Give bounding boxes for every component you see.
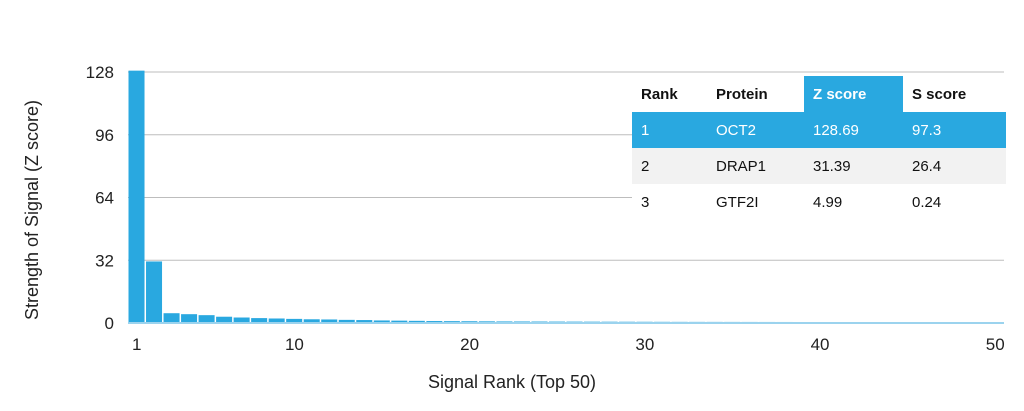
bar bbox=[216, 316, 233, 323]
y-tick-label: 64 bbox=[95, 189, 114, 208]
top-proteins-table: Rank Protein Z score S score 1 OCT2 128.… bbox=[632, 76, 1006, 220]
bar bbox=[251, 318, 268, 323]
bar bbox=[128, 70, 145, 324]
bar bbox=[303, 319, 320, 323]
cell-protein: OCT2 bbox=[707, 112, 804, 148]
y-tick-labels: 0 32 64 96 128 bbox=[86, 63, 114, 333]
bar bbox=[268, 318, 285, 323]
bar bbox=[338, 319, 355, 323]
bar bbox=[286, 318, 303, 323]
x-tick-label: 50 bbox=[986, 335, 1005, 354]
cell-s-score: 0.24 bbox=[912, 193, 942, 211]
x-tick-labels: 1 10 20 30 40 50 bbox=[132, 335, 1005, 354]
bar bbox=[233, 317, 250, 323]
bar bbox=[391, 320, 408, 323]
y-axis-title: Strength of Signal (Z score) bbox=[22, 100, 42, 320]
table-row: 3 GTF2I 4.99 0.24 bbox=[632, 184, 1006, 220]
table-row: 2 DRAP1 31.39 26.4 bbox=[632, 148, 1006, 184]
header-protein: Protein bbox=[716, 85, 768, 103]
cell-rank: 2 bbox=[632, 148, 707, 184]
cell-rank: 3 bbox=[641, 193, 650, 211]
bar bbox=[321, 319, 338, 323]
cell-z-score: 4.99 bbox=[813, 193, 843, 211]
x-tick-label: 40 bbox=[811, 335, 830, 354]
y-tick-label: 0 bbox=[105, 314, 114, 333]
bar bbox=[146, 261, 163, 323]
cell-s-score: 97.3 bbox=[903, 112, 1006, 148]
y-tick-label: 96 bbox=[95, 126, 114, 145]
cell-z-score: 128.69 bbox=[804, 112, 903, 148]
header-s-score: S score bbox=[912, 85, 967, 103]
table-header-row: Rank Protein Z score S score bbox=[632, 76, 1006, 112]
x-axis-title: Signal Rank (Top 50) bbox=[428, 372, 596, 392]
bar bbox=[373, 320, 390, 323]
bar bbox=[408, 320, 425, 323]
x-tick-label: 10 bbox=[285, 335, 304, 354]
cell-rank: 1 bbox=[632, 112, 707, 148]
x-tick-label: 1 bbox=[132, 335, 141, 354]
header-z-score: Z score bbox=[804, 76, 903, 112]
cell-protein: GTF2I bbox=[716, 193, 759, 211]
table-row: 1 OCT2 128.69 97.3 bbox=[632, 112, 1006, 148]
bar bbox=[198, 315, 215, 323]
x-tick-label: 30 bbox=[635, 335, 654, 354]
bar bbox=[181, 314, 198, 323]
y-tick-label: 128 bbox=[86, 63, 114, 82]
bar bbox=[356, 320, 373, 323]
cell-z-score: 31.39 bbox=[804, 148, 903, 184]
cell-protein: DRAP1 bbox=[707, 148, 804, 184]
bar bbox=[163, 313, 180, 323]
cell-s-score: 26.4 bbox=[903, 148, 1006, 184]
x-tick-label: 20 bbox=[460, 335, 479, 354]
header-rank: Rank bbox=[641, 85, 678, 103]
y-tick-label: 32 bbox=[95, 251, 114, 270]
